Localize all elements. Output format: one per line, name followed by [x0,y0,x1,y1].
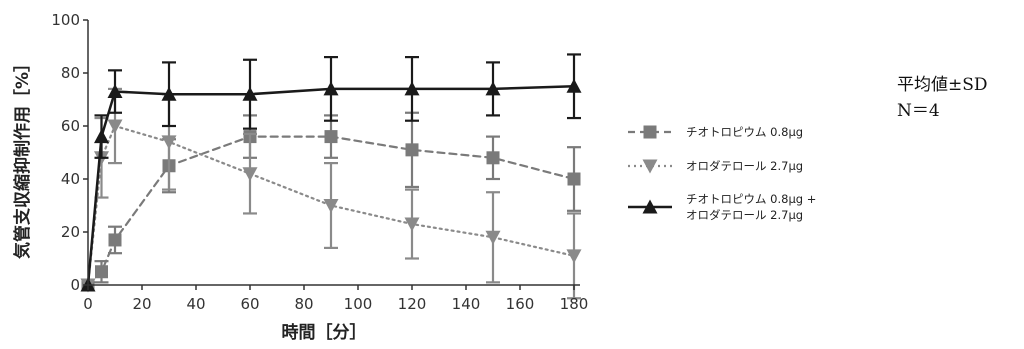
legend-label: チオトロピウム 0.8μg + [686,192,816,206]
legend-item-0: チオトロピウム 0.8μg [628,125,803,139]
y-tick-label: 40 [61,170,80,188]
series-1 [80,87,582,300]
data-point [323,199,339,213]
data-point [566,78,582,93]
data-point [567,172,581,186]
data-point [324,130,338,144]
legend-marker [643,125,657,139]
legend-label: オロダテロール 2.7μg [686,208,803,222]
data-point [94,129,109,144]
x-tick-label: 160 [506,295,535,313]
note-mean-sd: 平均値±SD [897,75,988,95]
legend-label: オロダテロール 2.7μg [686,159,803,173]
data-point [161,86,177,101]
data-point [404,81,420,96]
data-point [242,86,258,101]
x-tick-label: 120 [398,295,427,313]
y-axis-title: 気管支収縮抑制作用［%］ [12,55,33,260]
axes [87,20,580,286]
y-ticks: 0 20 40 60 80 100 [51,11,88,294]
legend-item-1: オロダテロール 2.7μg [628,159,803,174]
plot-area [80,53,582,300]
legend-label: チオトロピウム 0.8μg [686,125,803,139]
note-n: N＝4 [897,101,940,121]
x-tick-label: 100 [344,295,373,313]
data-point [161,135,177,150]
data-point [404,217,420,232]
data-point [323,81,339,96]
legend-marker [642,199,658,214]
x-ticks: 0 20 40 60 80 100 120 140 160 180 [83,285,588,313]
x-tick-label: 140 [452,295,481,313]
y-tick-label: 20 [61,223,80,241]
y-tick-label: 60 [61,117,80,135]
x-tick-label: 180 [560,295,589,313]
data-point [95,265,108,279]
legend-item-2: チオトロピウム 0.8μg + オロダテロール 2.7μg [628,192,816,222]
x-tick-label: 80 [294,295,313,313]
data-point [485,81,501,96]
data-point [405,143,419,157]
data-point [242,167,258,182]
x-tick-label: 20 [132,295,151,313]
x-axis-title: 時間［分］ [282,322,367,343]
x-tick-label: 40 [186,295,205,313]
y-tick-label: 0 [70,276,80,294]
data-point [107,84,123,99]
x-tick-label: 0 [83,295,93,313]
data-point [486,151,500,165]
data-point [485,230,501,245]
legend-marker [642,159,658,174]
data-point [108,233,122,247]
y-tick-label: 80 [61,64,80,82]
series-2 [80,53,582,292]
data-point [566,249,582,264]
data-point [107,119,123,134]
x-tick-label: 60 [240,295,259,313]
y-tick-label: 100 [51,11,80,29]
